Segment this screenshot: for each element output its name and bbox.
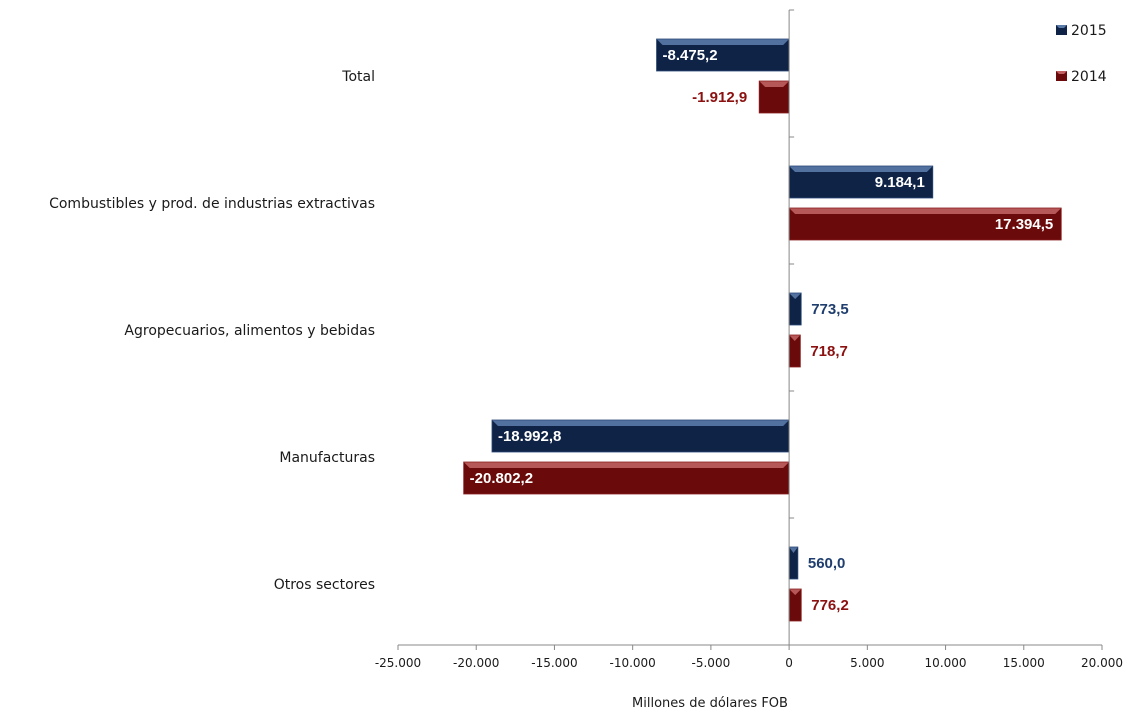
- data-label: 17.394,5: [995, 216, 1053, 233]
- x-tick-label: 15.000: [1003, 656, 1045, 670]
- legend-swatch: [1056, 71, 1067, 81]
- bar-2015: [788, 546, 799, 580]
- data-label: -18.992,8: [498, 428, 561, 445]
- data-label: -8.475,2: [663, 47, 718, 64]
- x-tick-label: -20.000: [453, 656, 499, 670]
- bar-2014: [788, 207, 1062, 241]
- legend-label: 2015: [1071, 23, 1107, 39]
- legend-label: 2014: [1071, 69, 1107, 85]
- bar-2015: [788, 165, 934, 199]
- data-label: 560,0: [808, 555, 846, 572]
- data-label: -20.802,2: [470, 470, 533, 487]
- x-tick-label: 5.000: [850, 656, 884, 670]
- legend-item-2014: 2014: [1056, 69, 1107, 85]
- x-tick-label: -15.000: [531, 656, 577, 670]
- category-label: Total: [341, 69, 375, 85]
- category-label: Agropecuarios, alimentos y bebidas: [124, 323, 375, 339]
- data-label: -1.912,9: [692, 89, 747, 106]
- legend-swatch: [1056, 25, 1067, 35]
- x-tick-label: -10.000: [610, 656, 656, 670]
- category-label: Manufacturas: [279, 450, 375, 466]
- x-axis-title: Millones de dólares FOB: [632, 696, 788, 711]
- bar-2015: [491, 419, 790, 453]
- x-tick-label: 20.000: [1081, 656, 1123, 670]
- x-tick-label: -25.000: [375, 656, 421, 670]
- x-tick-label: -5.000: [692, 656, 731, 670]
- x-tick-label: 10.000: [925, 656, 967, 670]
- data-label: 776,2: [811, 597, 849, 614]
- data-label: 9.184,1: [875, 174, 925, 191]
- data-label: 718,7: [810, 343, 848, 360]
- legend: 2015 2014: [1056, 23, 1107, 85]
- data-label: 773,5: [811, 301, 849, 318]
- axes-layer: -25.000 -20.000 -15.000 -10.000 -5.000 0 5.000…: [375, 9, 1123, 670]
- x-tick-label: 0: [785, 656, 793, 670]
- category-label: Combustibles y prod. de industrias extra…: [49, 196, 375, 212]
- bar-2014: [788, 588, 802, 622]
- bar-2015: [788, 292, 802, 326]
- bars-layer: [463, 38, 1062, 622]
- category-label: Otros sectores: [274, 577, 375, 593]
- legend-item-2015: 2015: [1056, 23, 1107, 39]
- bar-2014: [788, 334, 801, 368]
- bar-2014: [758, 80, 790, 114]
- bar-2014: [463, 461, 790, 495]
- labels-layer: Total Combustibles y prod. de industrias …: [49, 47, 1053, 614]
